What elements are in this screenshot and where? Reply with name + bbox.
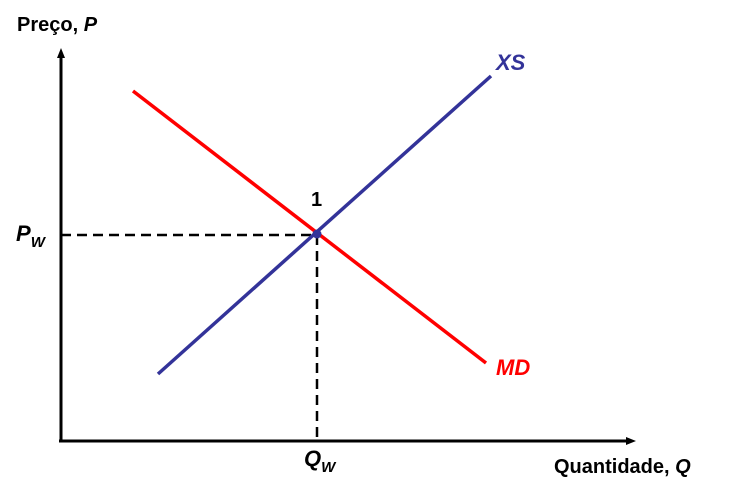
x-axis-label: Quantidade, Q [554,456,691,478]
world-price-label: PW [16,221,47,251]
demand-curve-md [131,89,488,365]
equilibrium-point [312,229,322,239]
world-quantity-label: QW [304,446,337,476]
supply-curve-label: XS [494,50,526,75]
equilibrium-point-label: 1 [311,189,322,211]
y-axis-label: Preço, P [17,14,98,36]
demand-curve-label: MD [496,355,530,380]
supply-curve-xs [156,74,493,376]
